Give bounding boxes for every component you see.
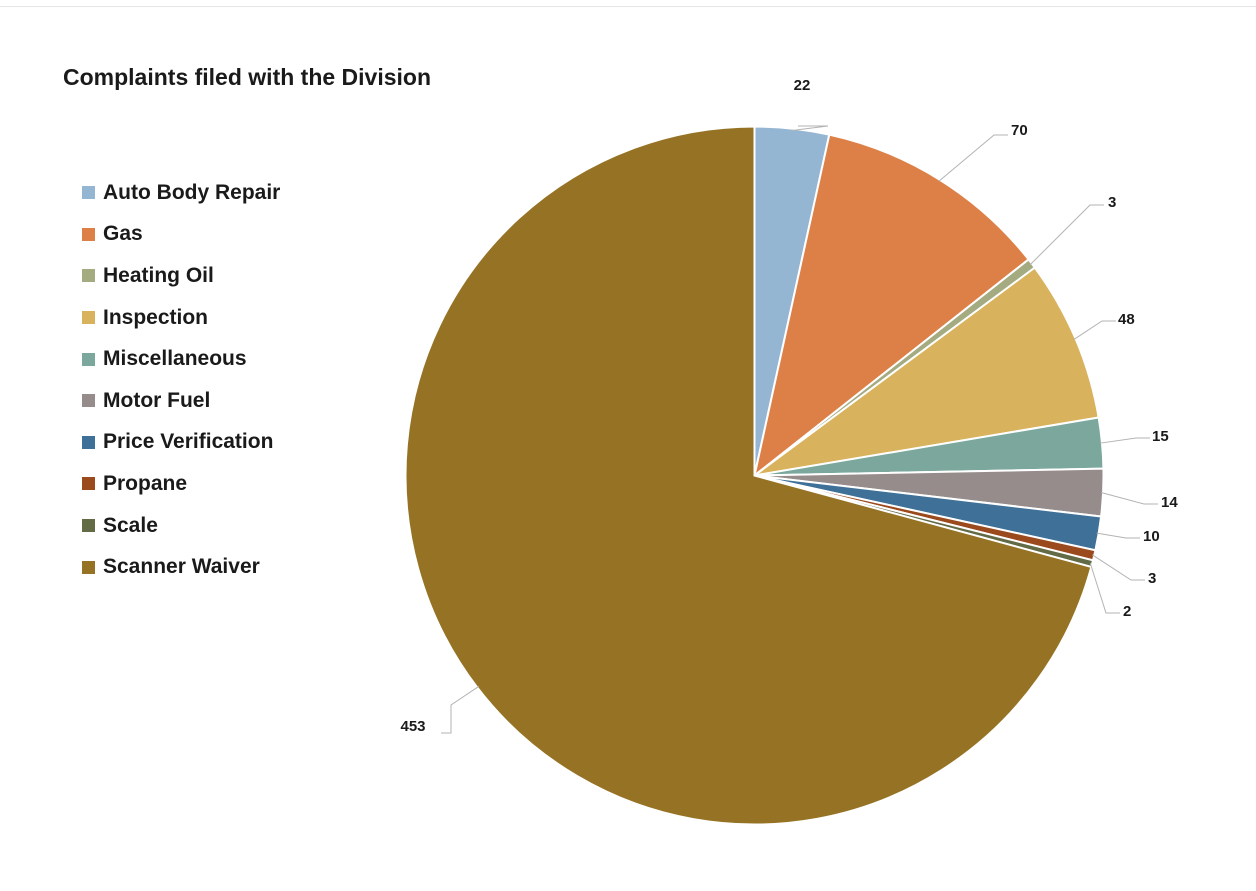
leader-line-gas xyxy=(938,134,1008,182)
legend-label-inspection: Inspection xyxy=(103,305,209,329)
data-label-scale: 2 xyxy=(1123,603,1131,620)
legend-label-motor-fuel: Motor Fuel xyxy=(103,388,211,412)
legend-label-heating-oil: Heating Oil xyxy=(103,263,214,287)
data-label-auto-body-repair: 22 xyxy=(794,77,811,94)
data-label-inspection: 48 xyxy=(1118,311,1135,328)
legend-item-price-verification: Price Verification xyxy=(82,422,382,464)
legend-swatch-auto-body-repair xyxy=(82,186,95,200)
chart-title: Complaints filed with the Division xyxy=(63,64,432,90)
legend-item-propane: Propane xyxy=(82,463,382,505)
legend-item-gas: Gas xyxy=(82,214,382,256)
legend-label-price-verification: Price Verification xyxy=(103,430,274,454)
leader-line-miscellaneous xyxy=(1099,437,1150,444)
legend-item-inspection: Inspection xyxy=(82,297,382,339)
leader-line-heating-oil xyxy=(1029,204,1104,266)
legend-swatch-price-verification xyxy=(82,435,95,449)
legend-label-auto-body-repair: Auto Body Repair xyxy=(103,180,281,204)
legend-swatch-scale xyxy=(82,519,95,533)
legend-label-miscellaneous: Miscellaneous xyxy=(103,347,247,371)
legend-swatch-scanner-waiver xyxy=(82,560,95,574)
data-label-motor-fuel: 14 xyxy=(1161,494,1178,511)
leader-line-price-verification xyxy=(1096,532,1140,539)
legend-item-auto-body-repair: Auto Body Repair xyxy=(82,172,382,214)
legend-item-miscellaneous: Miscellaneous xyxy=(82,338,382,380)
legend-swatch-gas xyxy=(82,227,95,241)
legend: Auto Body Repair Gas Heating Oil Inspection… xyxy=(82,172,382,588)
legend-label-scanner-waiver: Scanner Waiver xyxy=(103,555,260,579)
legend-item-heating-oil: Heating Oil xyxy=(82,255,382,297)
top-divider xyxy=(0,0,1256,7)
legend-label-gas: Gas xyxy=(103,222,143,246)
legend-label-propane: Propane xyxy=(103,471,188,495)
legend-swatch-propane xyxy=(82,477,95,491)
legend-item-scanner-waiver: Scanner Waiver xyxy=(82,546,382,588)
legend-label-scale: Scale xyxy=(103,513,158,537)
leader-line-scale xyxy=(1089,562,1120,614)
legend-swatch-inspection xyxy=(82,311,95,325)
leader-line-motor-fuel xyxy=(1100,492,1158,505)
pie-slice-gas xyxy=(752,133,1030,479)
data-label-heating-oil: 3 xyxy=(1108,194,1116,211)
leader-line-propane xyxy=(1092,554,1145,581)
leader-line-inspection xyxy=(1073,320,1116,340)
data-label-propane: 3 xyxy=(1148,570,1156,587)
data-label-price-verification: 10 xyxy=(1143,528,1160,545)
leader-line-auto-body-repair xyxy=(791,125,829,132)
legend-item-motor-fuel: Motor Fuel xyxy=(82,380,382,422)
legend-item-scale: Scale xyxy=(82,505,382,547)
legend-swatch-motor-fuel xyxy=(82,394,95,408)
data-label-scanner-waiver: 453 xyxy=(400,718,425,735)
leader-line-scanner-waiver xyxy=(441,685,480,734)
data-label-miscellaneous: 15 xyxy=(1152,428,1169,445)
legend-swatch-miscellaneous xyxy=(82,352,95,366)
legend-swatch-heating-oil xyxy=(82,269,95,283)
data-label-gas: 70 xyxy=(1011,122,1028,139)
